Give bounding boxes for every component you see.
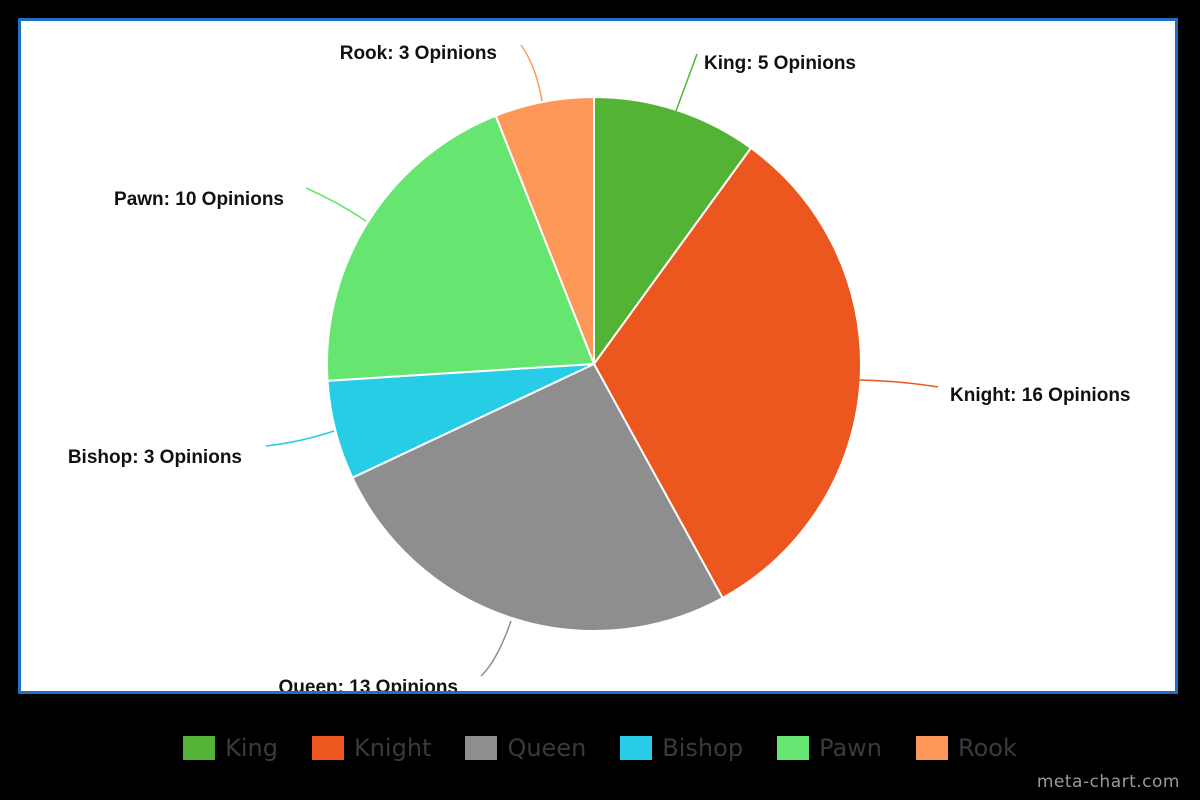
leader-line-bishop (265, 430, 335, 447)
slice-label-bishop: Bishop: 3 Opinions (68, 447, 242, 468)
legend-label-bishop: Bishop (662, 734, 744, 762)
pie-chart: King: 5 Opinions Knight: 16 Opinions Queen… (68, 43, 1131, 691)
legend-label-rook: Rook (958, 734, 1017, 762)
leader-line-pawn (305, 187, 367, 222)
slice-label-king: King: 5 Opinions (704, 53, 856, 74)
pie-slices (326, 95, 862, 632)
legend-swatch-knight (311, 736, 344, 760)
legend-label-king: King (225, 734, 278, 762)
pie-slice-rook (494, 95, 595, 365)
credit-text: meta-chart.com (1036, 772, 1180, 792)
legend-swatch-queen (465, 736, 498, 760)
slice-label-rook: Rook: 3 Opinions (340, 43, 497, 64)
legend: King Knight Queen Bishop Pawn Rook (0, 728, 1200, 768)
slice-label-knight: Knight: 16 Opinions (950, 385, 1131, 406)
leader-line-queen (480, 620, 512, 677)
legend-swatch-pawn (777, 736, 810, 760)
pie-slice-pawn (326, 114, 596, 382)
pie-slice-queen (351, 362, 724, 632)
label-leader-lines (265, 44, 939, 677)
slice-label-pawn: Pawn: 10 Opinions (114, 189, 284, 210)
legend-item-rook: Rook (916, 734, 1017, 762)
slice-labels: King: 5 Opinions Knight: 16 Opinions Queen… (68, 43, 1131, 691)
legend-item-bishop: Bishop (620, 734, 743, 762)
legend-item-knight: Knight (311, 734, 432, 762)
legend-swatch-rook (916, 736, 949, 760)
leader-line-rook (520, 44, 543, 102)
legend-label-pawn: Pawn (819, 734, 883, 762)
leader-line-knight (858, 379, 939, 388)
legend-label-queen: Queen (507, 734, 587, 762)
legend-swatch-bishop (620, 736, 653, 760)
chart-frame: King: 5 Opinions Knight: 16 Opinions Queen… (18, 18, 1178, 694)
legend-item-king: King (183, 734, 278, 762)
legend-swatch-king (183, 736, 216, 760)
legend-label-knight: Knight (353, 734, 432, 762)
legend-item-queen: Queen (465, 734, 586, 762)
leader-line-king (675, 53, 698, 112)
legend-item-pawn: Pawn (777, 734, 882, 762)
slice-label-queen: Queen: 13 Opinions (279, 677, 458, 691)
